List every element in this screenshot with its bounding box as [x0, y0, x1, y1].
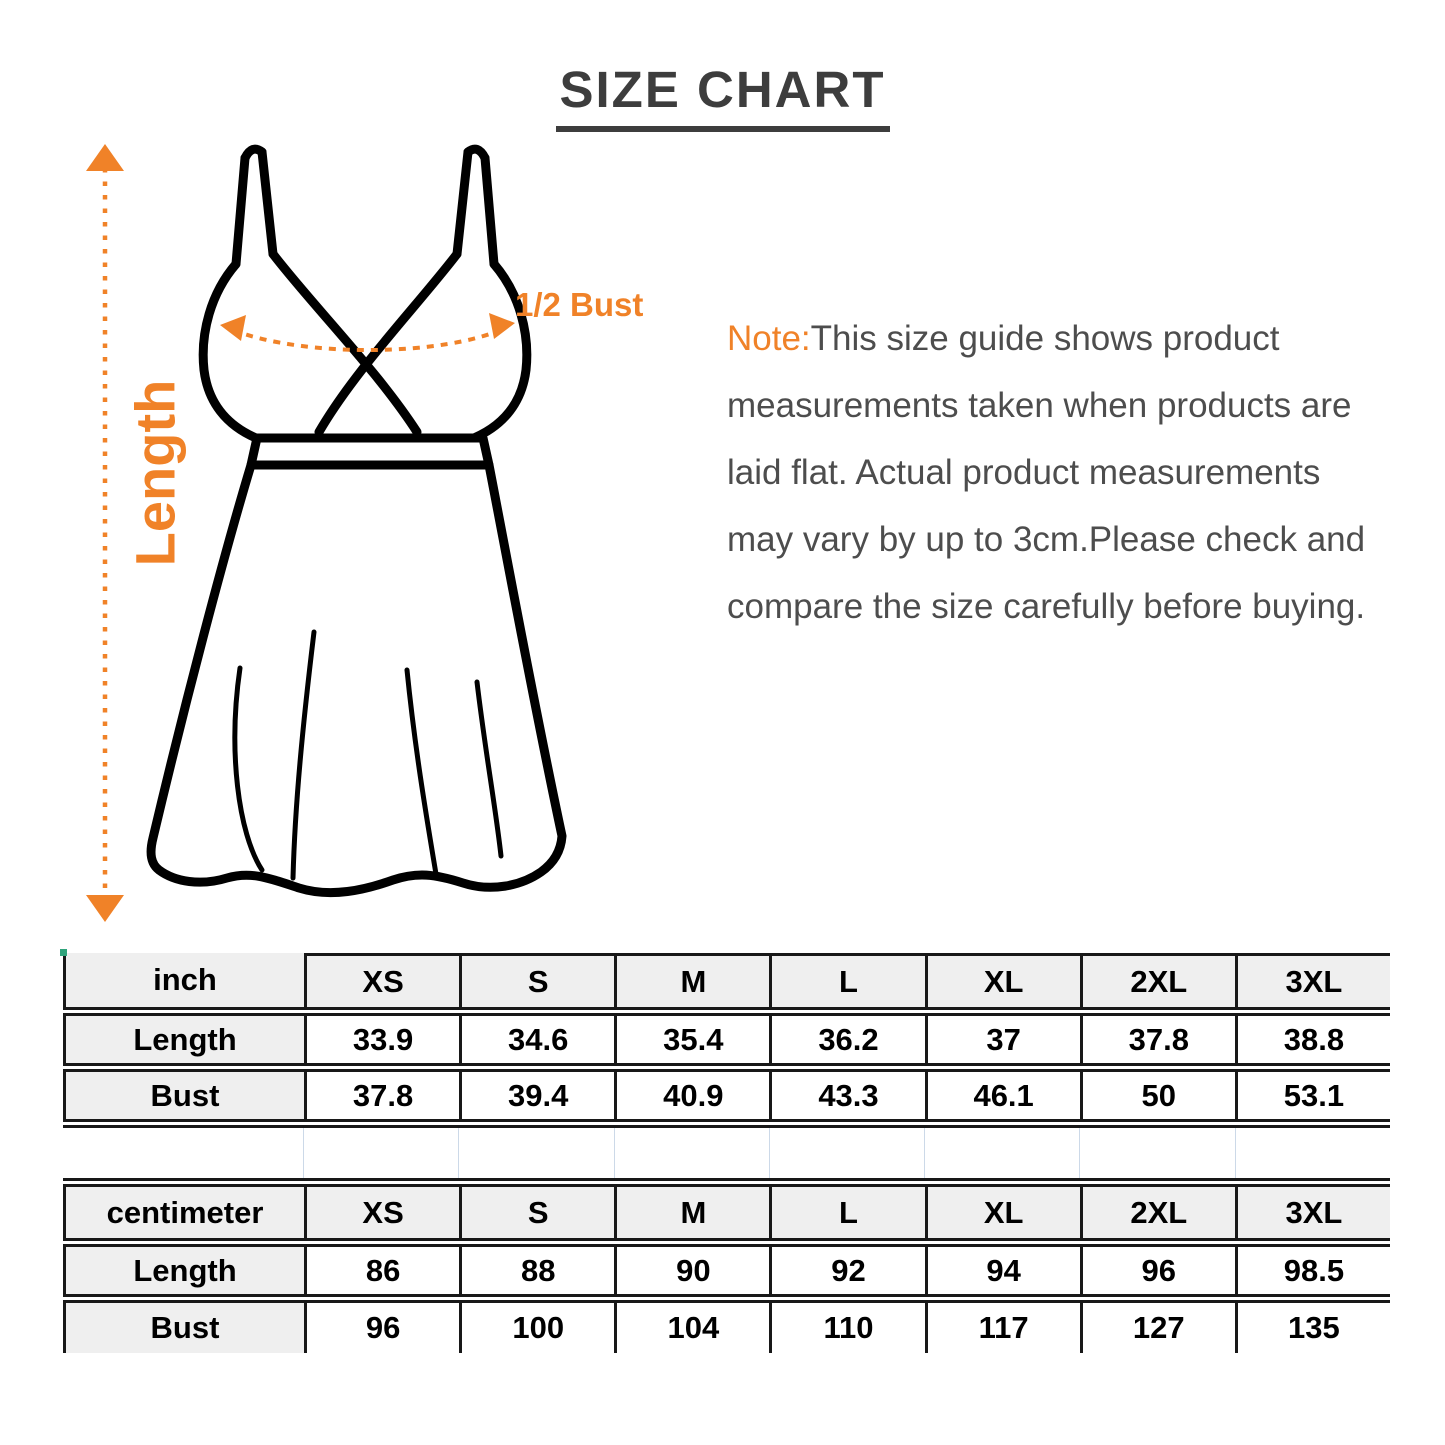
- dress-outline: [146, 144, 567, 898]
- value-cell: 90: [617, 1247, 773, 1294]
- row-label-cell: Length: [66, 1016, 307, 1063]
- value-cell: 50: [1083, 1072, 1238, 1119]
- arrow-right-icon: [489, 313, 515, 339]
- screenshot-artifact-dot: [60, 949, 67, 956]
- length-label: Length: [124, 380, 187, 567]
- arrow-up-icon: [86, 144, 124, 171]
- value-cell: 135: [1288, 1310, 1340, 1345]
- value-cell: 53.1: [1283, 1077, 1345, 1113]
- value-cell: 88: [462, 1247, 618, 1294]
- table-header-row: inch XS S M L XL 2XL 3XL: [63, 953, 1390, 1010]
- dress-diagram: Length: [86, 144, 643, 922]
- column-header: XL: [927, 953, 1083, 1007]
- value-cell: 104: [617, 1303, 773, 1353]
- length-arrow: [86, 144, 124, 922]
- table-row: Bust 96 100 104 110 117 127 135: [63, 1300, 1390, 1353]
- arrow-down-icon: [86, 895, 124, 922]
- value-cell: 127: [1083, 1303, 1238, 1353]
- column-header: XS: [307, 953, 463, 1007]
- row-label-cell: Length: [66, 1247, 307, 1294]
- size-table-inch: inch XS S M L XL 2XL 3XL Length 33.9 34.…: [63, 953, 1390, 1128]
- arrow-left-icon: [220, 315, 246, 341]
- note-prefix: Note:: [727, 319, 811, 358]
- value-cell: 98.5: [1283, 1252, 1345, 1288]
- value-cell: 38.8: [1283, 1021, 1345, 1057]
- column-header: L: [772, 1187, 928, 1238]
- column-header: S: [462, 953, 618, 1007]
- value-cell: 35.4: [617, 1016, 773, 1063]
- value-cell: 96: [1083, 1247, 1238, 1294]
- table-row: Bust 37.8 39.4 40.9 43.3 46.1 50 53.1: [63, 1069, 1390, 1122]
- bust-label: 1/2 Bust: [515, 286, 643, 323]
- size-table-centimeter: centimeter XS S M L XL 2XL 3XL Length 86…: [63, 1178, 1390, 1353]
- table-gap-gridlines: [63, 1128, 1390, 1178]
- column-header: M: [617, 953, 773, 1007]
- value-cell: 37: [928, 1016, 1083, 1063]
- unit-header-cell: centimeter: [66, 1187, 307, 1238]
- table-bottom-rule: [63, 1125, 1390, 1128]
- note-text: Note:This size guide shows product measu…: [727, 305, 1395, 640]
- table-header-row: centimeter XS S M L XL 2XL 3XL: [63, 1184, 1390, 1241]
- value-cell: 40.9: [617, 1072, 773, 1119]
- row-label-cell: Bust: [66, 1303, 307, 1353]
- value-cell: 37.8: [1083, 1016, 1238, 1063]
- value-cell: 46.1: [928, 1072, 1083, 1119]
- size-tables: inch XS S M L XL 2XL 3XL Length 33.9 34.…: [63, 953, 1390, 1356]
- column-header: 3XL: [1237, 953, 1390, 1007]
- value-cell: 39.4: [462, 1072, 618, 1119]
- column-header: XL: [927, 1187, 1083, 1238]
- value-cell: 100: [462, 1303, 618, 1353]
- value-cell: 117: [928, 1303, 1083, 1353]
- value-cell: 33.9: [307, 1016, 463, 1063]
- page-title-row: SIZE CHART: [0, 60, 1445, 132]
- value-cell: 37.8: [307, 1072, 463, 1119]
- bust-arrow: [220, 313, 515, 353]
- page-title: SIZE CHART: [555, 60, 890, 132]
- value-cell: 36.2: [772, 1016, 928, 1063]
- note-body: This size guide shows product measuremen…: [727, 319, 1366, 626]
- table-row: Length 33.9 34.6 35.4 36.2 37 37.8 38.8: [63, 1013, 1390, 1066]
- column-header: XS: [307, 1187, 463, 1238]
- value-cell: 34.6: [462, 1016, 618, 1063]
- value-cell: 94: [928, 1247, 1083, 1294]
- column-header: S: [462, 1187, 618, 1238]
- value-cell: 86: [307, 1247, 463, 1294]
- table-row: Length 86 88 90 92 94 96 98.5: [63, 1244, 1390, 1297]
- unit-header-cell: inch: [66, 953, 307, 1007]
- column-header: M: [617, 1187, 773, 1238]
- row-label-cell: Bust: [66, 1072, 307, 1119]
- value-cell: 110: [772, 1303, 928, 1353]
- column-header: 2XL: [1082, 1187, 1238, 1238]
- value-cell: 43.3: [772, 1072, 928, 1119]
- value-cell: 92: [772, 1247, 928, 1294]
- column-header: 2XL: [1082, 953, 1238, 1007]
- column-header: L: [772, 953, 928, 1007]
- value-cell: 96: [307, 1303, 463, 1353]
- table-top-rule: [63, 1178, 1390, 1181]
- column-header: 3XL: [1237, 1187, 1390, 1238]
